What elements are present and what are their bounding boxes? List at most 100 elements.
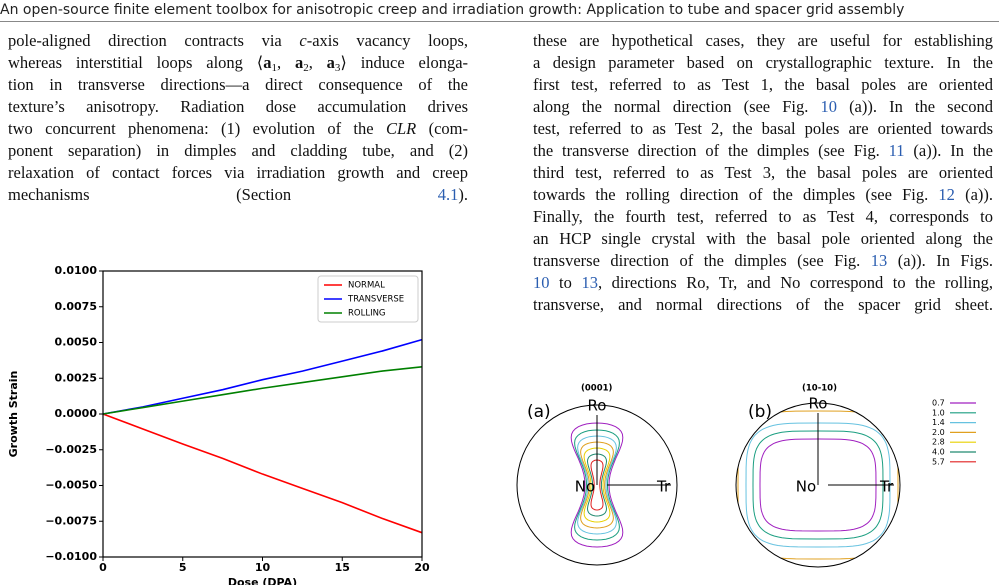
text-run: -axis vacancy loops,	[306, 31, 468, 50]
legend-label: TRANSVERSE	[347, 295, 404, 305]
text-run: ⟩ induce elonga-	[340, 53, 469, 72]
legend-label: 0.7	[932, 399, 945, 408]
text-run: 1	[271, 62, 277, 74]
cross-reference[interactable]: 4.1	[437, 185, 459, 204]
right-column: these are hypothetical cases, they are u…	[533, 30, 993, 316]
text-run: (a)).	[954, 185, 994, 204]
data-line	[102, 413, 423, 534]
text-run: c	[299, 31, 307, 50]
axis-label: Tr	[656, 478, 671, 496]
plot-frame	[102, 270, 423, 558]
text-run: a	[294, 53, 304, 72]
x-tick-label: 15	[335, 561, 350, 574]
text-run: 2	[303, 62, 309, 74]
text-run: a	[326, 53, 335, 72]
contour	[577, 435, 617, 535]
text-run: pole-aligned direction contracts via	[8, 31, 300, 50]
legend-label: 2.0	[932, 428, 945, 437]
text-line: towards the rolling direction of the dim…	[533, 184, 993, 206]
text-line: 10 to 13, directions Ro, Tr, and No corr…	[533, 272, 993, 294]
x-tick-label: 0	[99, 561, 107, 574]
text-run: third test, referred to as Test 3, the b…	[533, 163, 993, 182]
legend-label: 4.0	[932, 448, 945, 457]
running-header: An open-source finite element toolbox fo…	[0, 2, 905, 18]
pole-circle	[735, 402, 901, 568]
header-rule	[0, 21, 999, 22]
panel-label: (a)	[527, 402, 551, 422]
text-run: transverse, and normal directions of the…	[533, 295, 993, 314]
text-line: a design parameter based on crystallogra…	[533, 52, 993, 74]
cross-reference[interactable]: 12	[938, 185, 955, 204]
y-tick-label: 0.0000	[55, 407, 98, 420]
text-run: relaxation of contact forces via irradia…	[8, 163, 468, 182]
legend-label: NORMAL	[348, 281, 385, 291]
text-run: first test, referred to as Test 1, the b…	[533, 75, 993, 94]
legend-label: 1.0	[932, 408, 945, 417]
text-run: to	[549, 273, 582, 292]
text-run: a design parameter based on crystallogra…	[533, 53, 993, 72]
text-run: ).	[458, 185, 468, 204]
cross-reference[interactable]: 11	[888, 141, 905, 160]
y-tick-label: −0.0025	[45, 443, 97, 456]
x-axis-label: Dose (DPA)	[228, 576, 297, 585]
panel-title: (10-10)	[802, 384, 837, 394]
y-tick-label: −0.0075	[45, 514, 97, 527]
contour	[745, 422, 891, 548]
y-tick-label: 0.0025	[55, 371, 97, 384]
text-run: towards the rolling direction of the dim…	[533, 185, 939, 204]
text-line: transverse, and normal directions of the…	[533, 294, 993, 316]
text-line: tion in transverse directions—a direct c…	[8, 74, 468, 96]
text-run: mechanisms (Section	[8, 185, 438, 204]
x-tick-label: 5	[179, 561, 187, 574]
text-line: two concurrent phenomena: (1) evolution …	[8, 118, 468, 140]
cross-reference[interactable]: 10	[820, 97, 837, 116]
cross-reference[interactable]: 13	[581, 273, 598, 292]
legend-label: 1.4	[932, 418, 945, 427]
contour	[580, 441, 614, 529]
text-line: pole-aligned direction contracts via c-a…	[8, 30, 468, 52]
text-line: texture’s anisotropy. Radiation dose acc…	[8, 96, 468, 118]
text-run: texture’s anisotropy. Radiation dose acc…	[8, 97, 468, 116]
text-run: transverse direction of the dimples (see…	[533, 251, 871, 270]
axis-label: No	[575, 478, 595, 496]
panel-title: (0001)	[581, 384, 613, 394]
text-run: whereas interstitial loops along ⟨	[8, 53, 264, 72]
text-line: whereas interstitial loops along ⟨a1, a2…	[8, 52, 468, 74]
text-line: transverse direction of the dimples (see…	[533, 250, 993, 272]
y-tick-label: 0.0100	[55, 264, 98, 277]
text-line: the transverse direction of the dimples …	[533, 140, 993, 162]
axis-label: Tr	[879, 478, 894, 496]
axis-label: No	[796, 478, 816, 496]
text-run: tion in transverse directions—a direct c…	[8, 75, 468, 94]
y-tick-label: 0.0075	[55, 300, 97, 313]
text-run: (com-	[416, 119, 468, 138]
y-tick-label: 0.0050	[55, 336, 98, 349]
text-line: third test, referred to as Test 3, the b…	[533, 162, 993, 184]
cross-reference[interactable]: 10	[533, 273, 550, 292]
contour	[570, 422, 624, 548]
text-run: two concurrent phenomena: (1) evolution …	[8, 119, 386, 138]
contour	[586, 453, 608, 517]
text-line: an HCP single crystal with the basal pol…	[533, 228, 993, 250]
contour	[583, 447, 611, 523]
text-line: mechanisms (Section 4.1).	[8, 184, 468, 206]
text-run: along the normal direction (see Fig.	[533, 97, 821, 116]
data-line	[102, 338, 423, 415]
text-run: CLR	[385, 119, 417, 138]
y-tick-label: −0.0100	[45, 550, 97, 563]
cross-reference[interactable]: 13	[870, 251, 888, 270]
text-run: Finally, the fourth test, referred to as…	[533, 207, 993, 226]
contour	[752, 430, 884, 540]
y-axis-label: Growth Strain	[7, 371, 20, 458]
text-run: the transverse direction of the dimples …	[533, 141, 889, 160]
legend-label: 2.8	[932, 438, 945, 447]
legend-box	[317, 275, 419, 323]
text-run: an HCP single crystal with the basal pol…	[533, 229, 993, 248]
text-run: (a)). In the	[904, 141, 993, 160]
text-line: along the normal direction (see Fig. 10 …	[533, 96, 993, 118]
text-run: these are hypothetical cases, they are u…	[533, 31, 993, 50]
text-run: test, referred to as Test 2, the basal p…	[533, 119, 993, 138]
x-tick-label: 10	[255, 561, 271, 574]
